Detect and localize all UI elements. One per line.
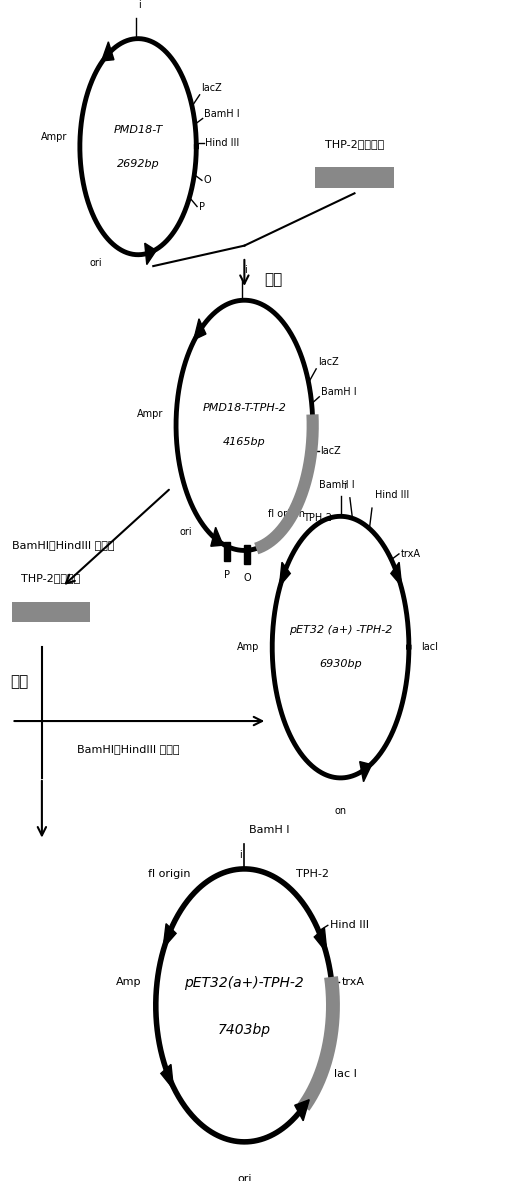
Text: trxA: trxA [342,977,365,986]
Text: lac I: lac I [334,1069,357,1078]
Text: BamH I: BamH I [249,824,290,835]
Text: lacZ: lacZ [318,357,338,366]
Polygon shape [145,243,156,265]
Polygon shape [211,527,223,547]
Text: O: O [204,175,211,185]
Text: lacI: lacI [421,642,439,652]
Text: TPH-2: TPH-2 [303,514,332,523]
Text: 7403bp: 7403bp [218,1024,271,1037]
Text: THP-2基因序列: THP-2基因序列 [325,139,384,149]
Polygon shape [391,562,402,586]
Text: trxA: trxA [401,549,420,559]
Text: lacZ: lacZ [320,446,341,456]
Text: i: i [239,850,242,860]
Text: BamH I: BamH I [204,109,240,118]
Text: i: i [343,482,346,491]
Text: Amp: Amp [237,642,260,652]
Text: Hind III: Hind III [205,138,240,148]
Text: P: P [199,202,205,211]
Text: 6930bp: 6930bp [319,659,362,670]
Text: Amp: Amp [116,977,141,987]
Text: ori: ori [237,1174,251,1181]
Text: Ampr: Ampr [137,410,163,419]
Polygon shape [314,928,327,953]
Text: pET32 (a+) -TPH-2: pET32 (a+) -TPH-2 [289,625,392,635]
Polygon shape [163,924,176,948]
Polygon shape [360,762,372,782]
Text: lacZ: lacZ [201,83,222,92]
Text: BamHI、HindIII 双酶切: BamHI、HindIII 双酶切 [77,744,180,755]
Text: fl origin: fl origin [268,509,305,520]
Text: ori: ori [179,528,192,537]
Polygon shape [295,1100,309,1121]
Text: i: i [244,266,247,275]
Polygon shape [102,41,114,61]
Text: TPH-2: TPH-2 [296,868,329,879]
Text: 连接: 连接 [10,673,28,689]
Text: THP-2基因片段: THP-2基因片段 [21,574,80,583]
Text: 连接: 连接 [265,273,283,287]
Text: Hind III: Hind III [375,490,409,500]
Text: ori: ori [89,257,102,268]
FancyBboxPatch shape [12,601,90,622]
Text: 4165bp: 4165bp [223,437,266,448]
Text: i: i [138,0,142,11]
Text: fl origin: fl origin [148,868,190,879]
Text: 2692bp: 2692bp [117,158,159,169]
Text: PMD18-T-TPH-2: PMD18-T-TPH-2 [203,403,287,413]
FancyBboxPatch shape [315,168,393,188]
Text: BamH I: BamH I [320,479,355,490]
Text: pET32(a+)-TPH-2: pET32(a+)-TPH-2 [184,976,304,990]
Text: P: P [224,570,230,580]
Text: on: on [334,807,347,816]
Polygon shape [244,544,250,565]
Polygon shape [279,562,290,586]
Text: Ampr: Ampr [41,132,67,142]
Polygon shape [194,319,206,340]
Polygon shape [161,1064,174,1089]
Text: Hind III: Hind III [330,920,369,931]
Text: BamHI、HindIII 双酶切: BamHI、HindIII 双酶切 [12,540,114,549]
Text: BamH I: BamH I [321,387,356,397]
Text: PMD18-T: PMD18-T [114,125,163,135]
Polygon shape [224,542,230,561]
Text: O: O [244,573,251,583]
